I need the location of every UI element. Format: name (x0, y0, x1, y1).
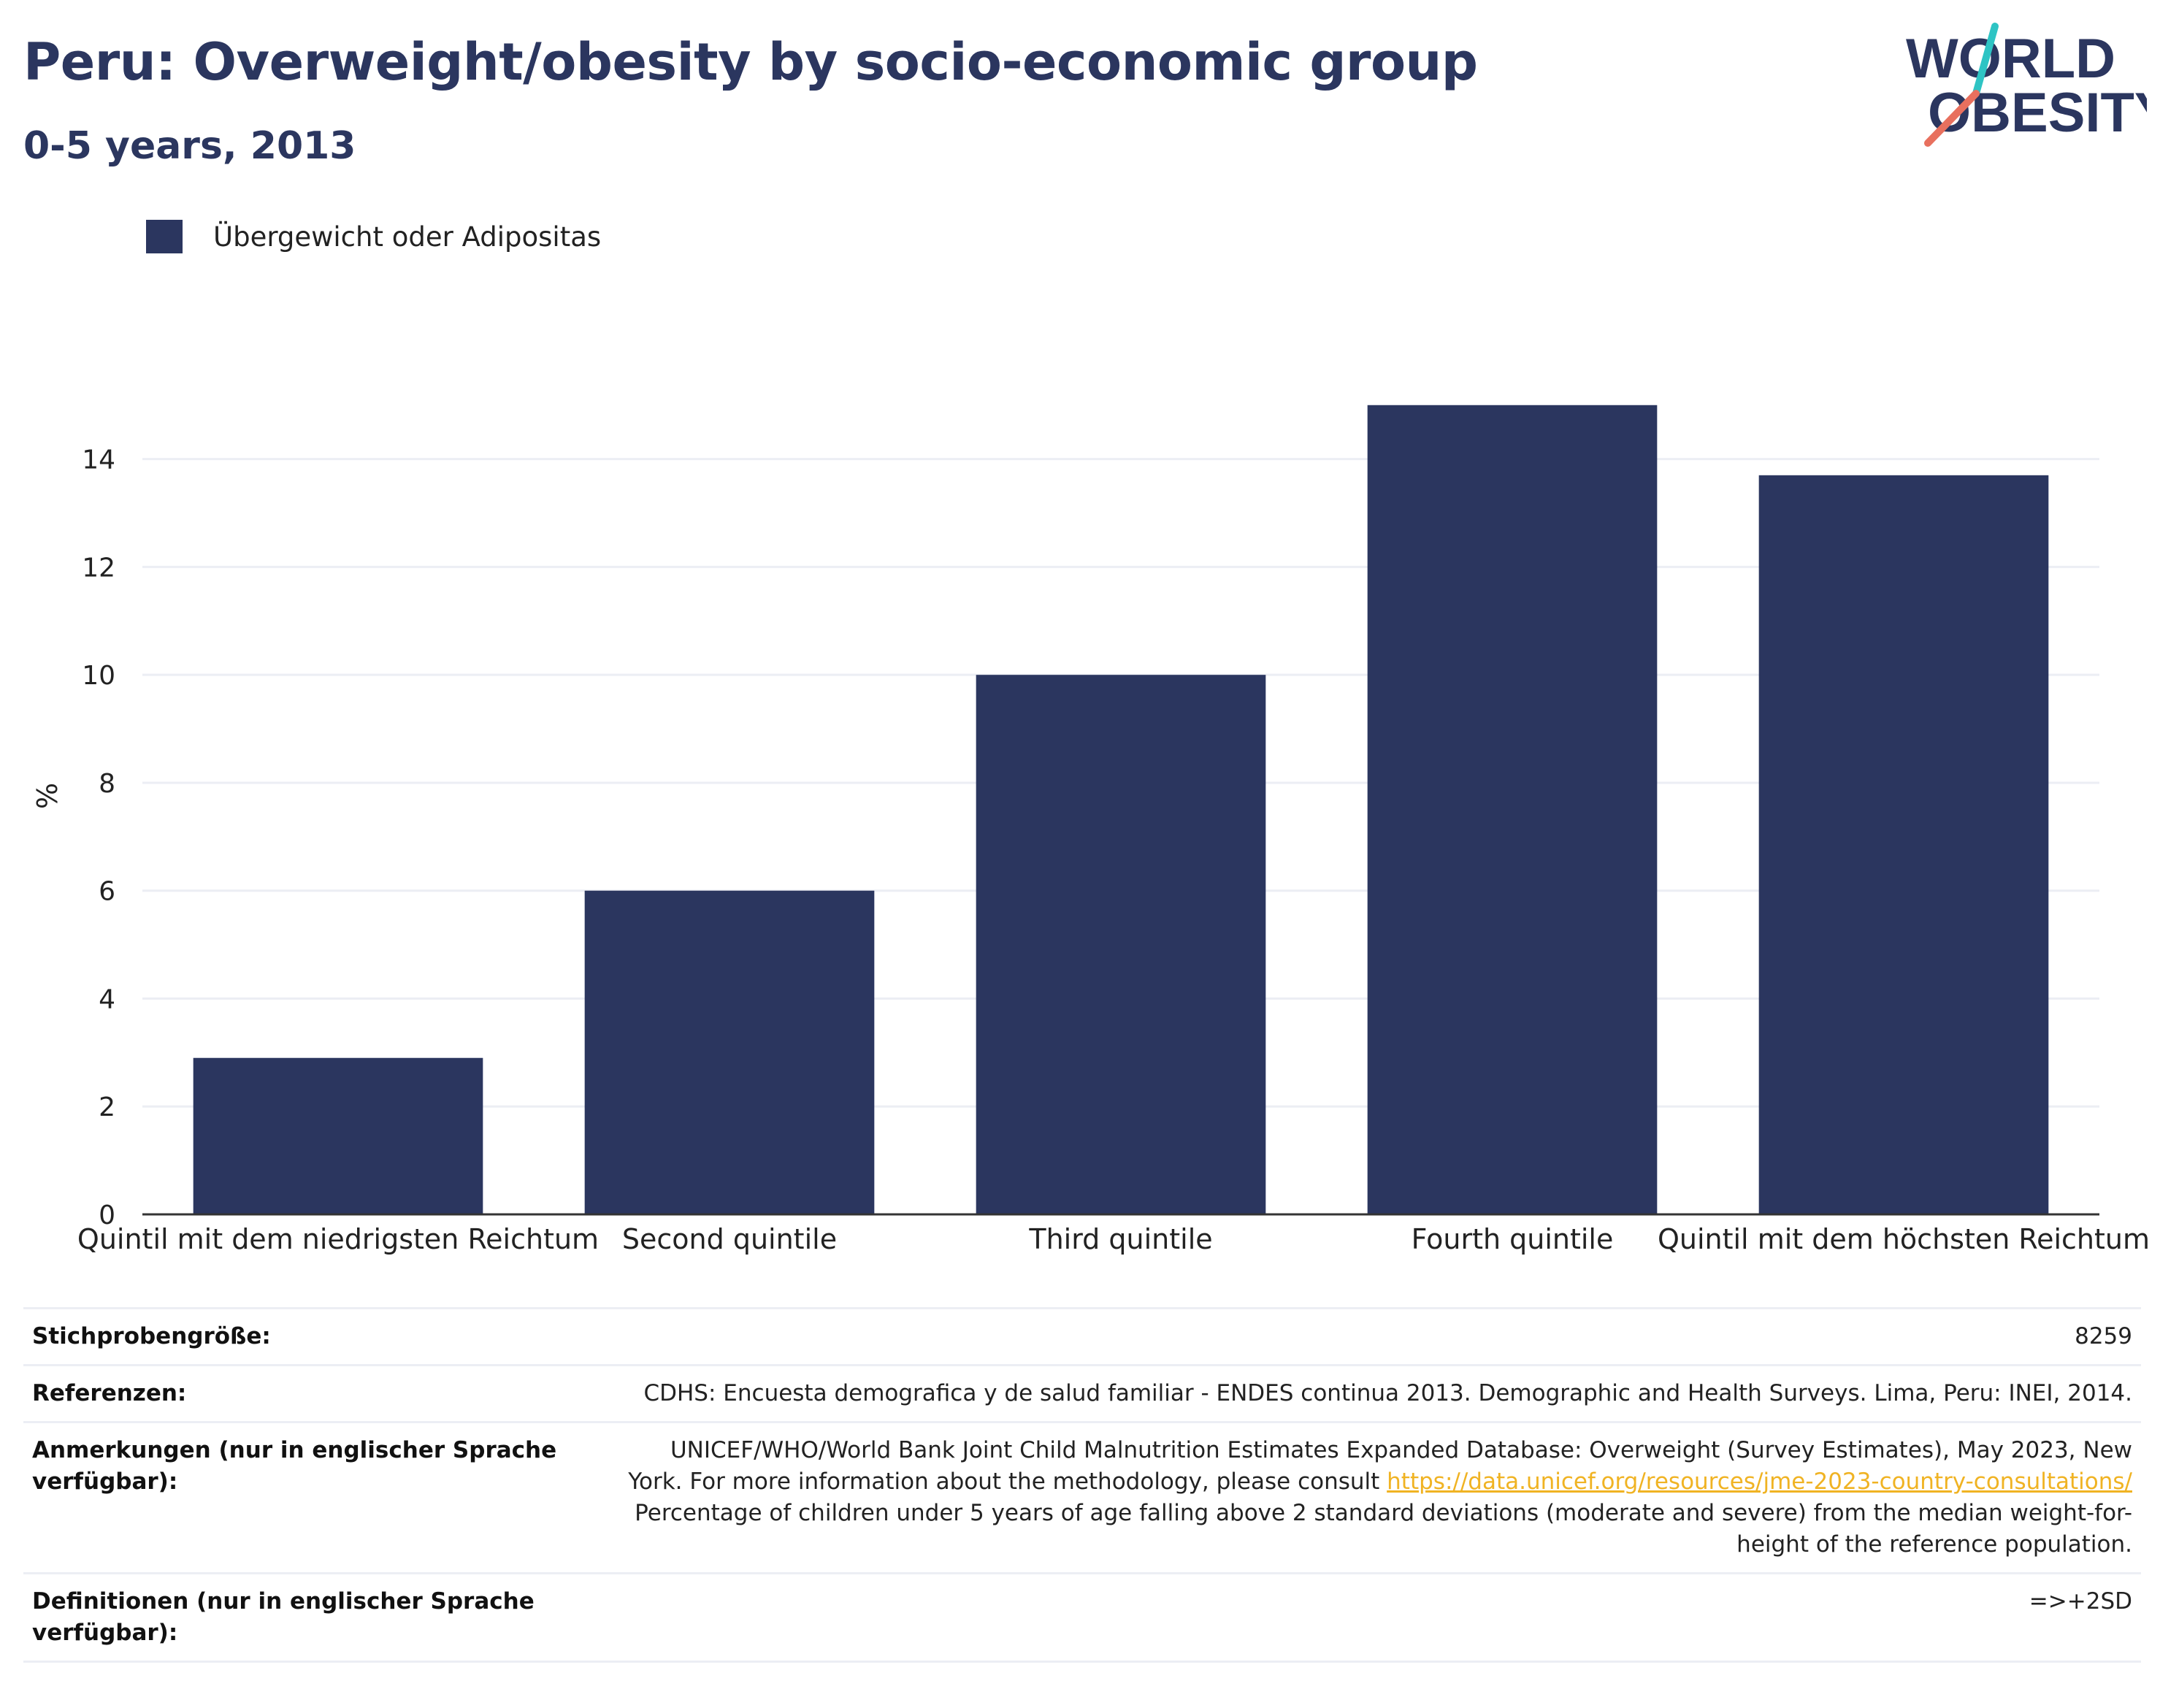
bars (193, 405, 2049, 1214)
y-tick-label: 12 (82, 553, 115, 583)
info-row-notes: Anmerkungen (nur in englischer Sprache v… (23, 1421, 2141, 1574)
axes: 0 2 4 6 8 10 12 14 Quintil mit dem niedrigsten R… (77, 445, 2150, 1255)
bar-chart: 0 2 4 6 8 10 12 14 Quintil mit dem niedrigsten R… (31, 405, 2150, 1255)
legend-swatch (146, 220, 183, 253)
x-tick-label: Third quintile (1028, 1223, 1212, 1255)
info-value: =>+2SD (567, 1572, 2141, 1663)
y-tick-label: 2 (99, 1092, 115, 1122)
bar[interactable] (1367, 405, 1658, 1214)
x-tick-label: Quintil mit dem niedrigsten Reichtum (77, 1223, 599, 1255)
chart-subtitle: 0-5 years, 2013 (23, 124, 356, 168)
bar[interactable] (976, 675, 1266, 1214)
y-axis-label: % (31, 783, 64, 809)
bar[interactable] (584, 890, 875, 1214)
info-row-sample-size: Stichprobengröße: 8259 (23, 1307, 2141, 1366)
y-tick-label: 6 (99, 877, 115, 907)
notes-text-after: Percentage of children under 5 years of … (635, 1500, 2132, 1558)
y-tick-label: 10 (82, 661, 115, 691)
x-tick-label: Quintil mit dem höchsten Reichtum (1658, 1223, 2150, 1255)
y-tick-label: 8 (99, 769, 115, 799)
chart-legend: Übergewicht oder Adipositas (146, 218, 601, 256)
info-row-definitions: Definitionen (nur in englischer Sprache … (23, 1572, 2141, 1663)
logo-line1: WORLD (1906, 28, 2115, 90)
info-table: Stichprobengröße: 8259 Referenzen: CDHS:… (23, 1307, 2141, 1663)
x-tick-label: Second quintile (622, 1223, 837, 1255)
y-tick-label: 14 (82, 445, 115, 475)
info-key: Anmerkungen (nur in englischer Sprache v… (23, 1421, 567, 1574)
notes-text-before: UNICEF/WHO/World Bank Joint Child Malnut… (628, 1437, 2132, 1495)
info-value: CDHS: Encuesta demografica y de salud fa… (567, 1364, 2141, 1423)
world-obesity-logo: WORLD OBESITY (1906, 23, 2147, 147)
y-tick-label: 4 (99, 984, 115, 1014)
logo-slash-teal (1972, 23, 1999, 97)
info-key: Referenzen: (23, 1364, 567, 1423)
bar[interactable] (1758, 475, 2049, 1214)
info-value: 8259 (567, 1307, 2141, 1366)
info-value: UNICEF/WHO/World Bank Joint Child Malnut… (567, 1421, 2141, 1574)
bar[interactable] (193, 1057, 483, 1214)
info-key: Stichprobengröße: (23, 1307, 567, 1366)
legend-label: Übergewicht oder Adipositas (213, 221, 602, 253)
methodology-link[interactable]: https://data.unicef.org/resources/jme-20… (1387, 1468, 2132, 1495)
logo-line2: OBESITY (1928, 82, 2147, 144)
x-tick-label: Fourth quintile (1412, 1223, 1614, 1255)
info-key: Definitionen (nur in englischer Sprache … (23, 1572, 567, 1663)
chart-title: Peru: Overweight/obesity by socio-econom… (23, 32, 1478, 92)
y-tick-label: 0 (99, 1200, 115, 1230)
info-row-references: Referenzen: CDHS: Encuesta demografica y… (23, 1364, 2141, 1423)
logo-slash-coral (1924, 90, 1980, 147)
